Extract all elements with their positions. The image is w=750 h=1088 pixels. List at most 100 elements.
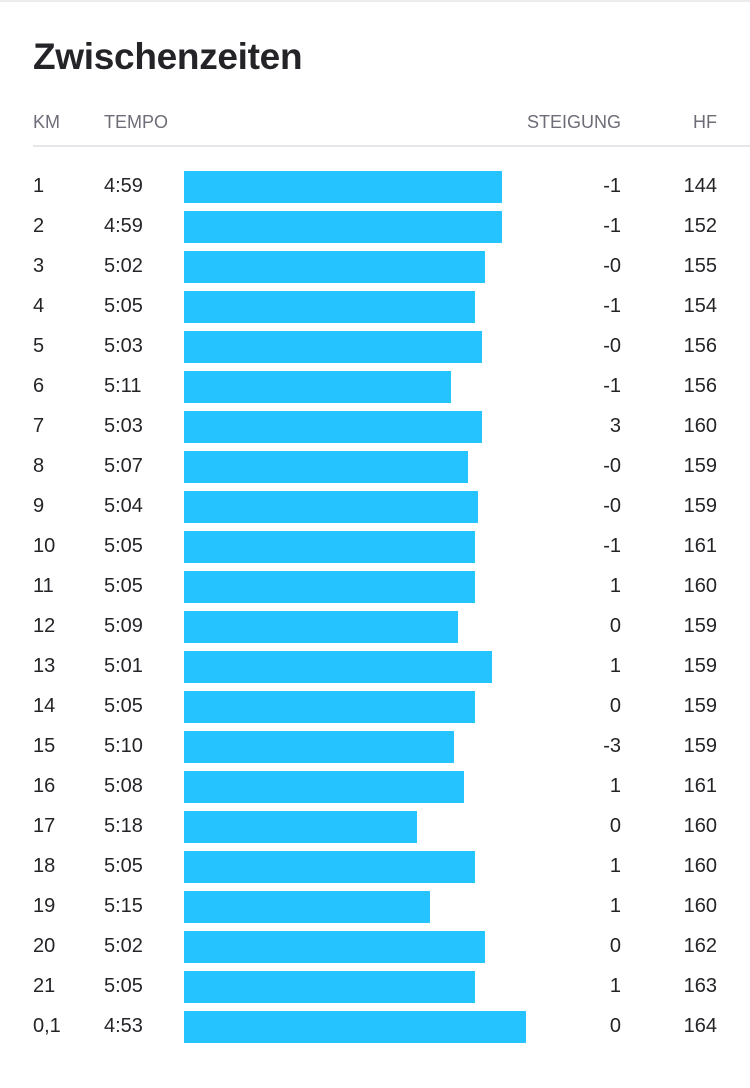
- split-km: 4: [33, 295, 45, 317]
- pace-bar: [184, 531, 475, 563]
- split-row[interactable]: 1 4:59 -1 144: [0, 166, 750, 206]
- pace-bar: [184, 811, 417, 843]
- split-row[interactable]: 14 5:05 0 159: [0, 686, 750, 726]
- split-row[interactable]: 17 5:18 0 160: [0, 806, 750, 846]
- split-hf: 160: [683, 855, 717, 877]
- split-row[interactable]: 2 4:59 -1 152: [0, 206, 750, 246]
- split-km: 9: [33, 495, 45, 517]
- split-hf: 161: [683, 535, 717, 557]
- split-row[interactable]: 4 5:05 -1 154: [0, 286, 750, 326]
- split-steigung: -0: [603, 495, 621, 517]
- split-tempo: 5:03: [104, 335, 143, 357]
- split-steigung: 1: [609, 775, 621, 797]
- split-steigung: -1: [603, 375, 621, 397]
- split-hf: 144: [683, 175, 717, 197]
- split-tempo: 5:04: [104, 495, 143, 517]
- split-hf: 159: [683, 735, 717, 757]
- split-steigung: 0: [609, 935, 621, 957]
- split-row[interactable]: 19 5:15 1 160: [0, 886, 750, 926]
- split-tempo: 5:03: [104, 415, 143, 437]
- pace-bar: [184, 331, 482, 363]
- split-km: 2: [33, 215, 45, 237]
- pace-bar: [184, 931, 485, 963]
- split-hf: 159: [683, 655, 717, 677]
- splits-header: KM TEMPO STEIGUNG HF: [0, 112, 750, 136]
- split-tempo: 5:02: [104, 935, 143, 957]
- split-km: 19: [33, 895, 56, 917]
- split-km: 3: [33, 255, 45, 277]
- steigung-column-header: STEIGUNG: [526, 112, 621, 132]
- split-steigung: -3: [603, 735, 621, 757]
- split-row[interactable]: 16 5:08 1 161: [0, 766, 750, 806]
- pace-bar: [184, 451, 468, 483]
- split-row[interactable]: 12 5:09 0 159: [0, 606, 750, 646]
- split-row[interactable]: 20 5:02 0 162: [0, 926, 750, 966]
- split-km: 11: [33, 575, 54, 597]
- split-km: 7: [33, 415, 45, 437]
- split-row[interactable]: 21 5:05 1 163: [0, 966, 750, 1006]
- pace-bar: [184, 891, 430, 923]
- split-tempo: 4:53: [104, 1015, 143, 1037]
- split-steigung: 0: [609, 815, 621, 837]
- split-hf: 156: [683, 375, 717, 397]
- split-km: 20: [33, 935, 56, 957]
- split-hf: 161: [683, 775, 717, 797]
- split-steigung: 1: [609, 575, 621, 597]
- split-row[interactable]: 6 5:11 -1 156: [0, 366, 750, 406]
- split-row[interactable]: 3 5:02 -0 155: [0, 246, 750, 286]
- split-steigung: 1: [609, 655, 621, 677]
- split-steigung: 1: [609, 895, 621, 917]
- pace-bar: [184, 731, 454, 763]
- pace-bar: [184, 411, 482, 443]
- split-tempo: 5:18: [104, 815, 143, 837]
- split-row[interactable]: 7 5:03 3 160: [0, 406, 750, 446]
- split-hf: 162: [683, 935, 717, 957]
- split-tempo: 5:05: [104, 975, 143, 997]
- hf-column-header: HF: [693, 112, 717, 132]
- split-tempo: 4:59: [104, 175, 143, 197]
- split-hf: 159: [683, 695, 717, 717]
- split-tempo: 5:05: [104, 535, 143, 557]
- split-km: 5: [33, 335, 45, 357]
- splits-list: 1 4:59 -1 144 2 4:59 -1 152 3 5:02 -0 155 4 5:05 -1 154…: [0, 166, 750, 1046]
- pace-bar: [184, 651, 492, 683]
- split-tempo: 5:05: [104, 575, 143, 597]
- pace-bar: [184, 611, 458, 643]
- pace-bar: [184, 211, 502, 243]
- split-hf: 160: [683, 815, 717, 837]
- split-km: 1: [33, 175, 45, 197]
- split-tempo: 4:59: [104, 215, 143, 237]
- split-tempo: 5:11: [104, 375, 142, 397]
- split-steigung: 0: [609, 615, 621, 637]
- split-steigung: -1: [603, 175, 621, 197]
- split-tempo: 5:05: [104, 855, 143, 877]
- split-row[interactable]: 0,1 4:53 0 164: [0, 1006, 750, 1046]
- split-tempo: 5:05: [104, 695, 143, 717]
- split-tempo: 5:01: [104, 655, 143, 677]
- pace-bar: [184, 371, 451, 403]
- split-row[interactable]: 15 5:10 -3 159: [0, 726, 750, 766]
- split-tempo: 5:09: [104, 615, 143, 637]
- split-tempo: 5:10: [104, 735, 143, 757]
- split-tempo: 5:08: [104, 775, 143, 797]
- split-row[interactable]: 13 5:01 1 159: [0, 646, 750, 686]
- split-hf: 159: [683, 455, 717, 477]
- split-km: 10: [33, 535, 56, 557]
- split-km: 0,1: [33, 1015, 61, 1037]
- split-row[interactable]: 9 5:04 -0 159: [0, 486, 750, 526]
- split-row[interactable]: 8 5:07 -0 159: [0, 446, 750, 486]
- split-hf: 164: [683, 1015, 717, 1037]
- split-row[interactable]: 11 5:05 1 160: [0, 566, 750, 606]
- split-hf: 160: [683, 895, 717, 917]
- page-title: Zwischenzeiten: [33, 36, 303, 77]
- split-hf: 154: [683, 295, 717, 317]
- split-km: 15: [33, 735, 56, 757]
- split-steigung: -0: [603, 255, 621, 277]
- split-steigung: 1: [609, 975, 621, 997]
- km-column-header: KM: [33, 112, 60, 132]
- split-row[interactable]: 5 5:03 -0 156: [0, 326, 750, 366]
- split-row[interactable]: 18 5:05 1 160: [0, 846, 750, 886]
- split-hf: 155: [683, 255, 717, 277]
- split-km: 13: [33, 655, 56, 677]
- split-row[interactable]: 10 5:05 -1 161: [0, 526, 750, 566]
